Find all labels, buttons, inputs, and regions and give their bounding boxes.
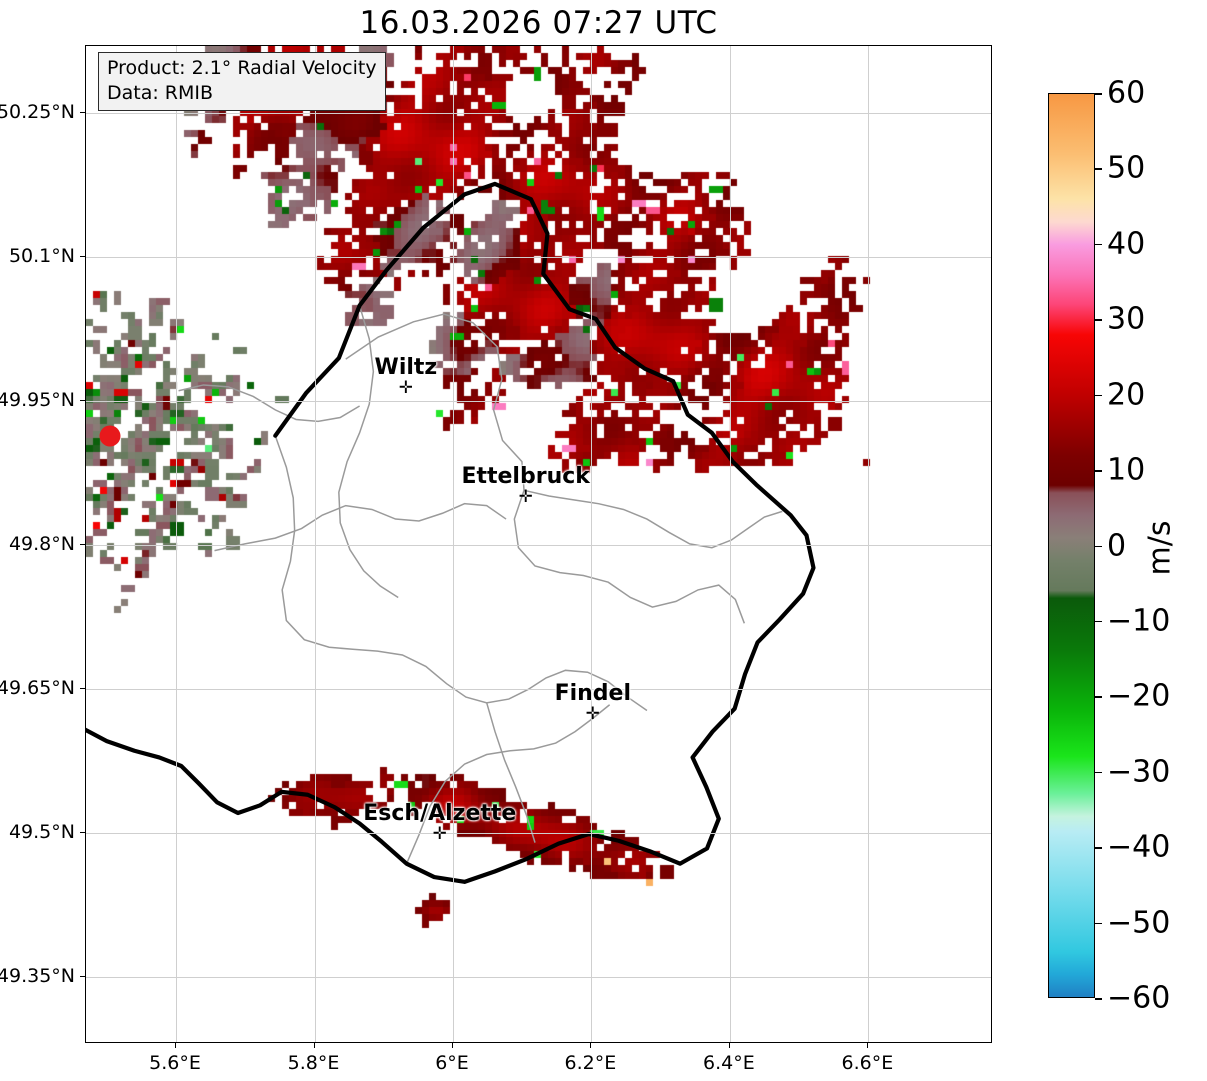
- colorbar-tick: [1095, 168, 1102, 170]
- colorbar-tick-label: 30: [1107, 301, 1146, 337]
- colorbar-gradient: [1049, 94, 1094, 997]
- colorbar-tick-label: 60: [1107, 75, 1146, 111]
- gridline-vertical: [453, 46, 454, 1042]
- longitude-tick-label: 6°E: [435, 1052, 469, 1074]
- colorbar-tick: [1095, 620, 1102, 623]
- gridline-horizontal: [86, 832, 991, 834]
- latitude-tick-label: 49.5°N: [8, 820, 75, 843]
- colorbar-tick: [1095, 243, 1102, 246]
- gridline-horizontal: [86, 401, 991, 403]
- canton-boundary: [485, 702, 536, 843]
- longitude-tick: [452, 1043, 453, 1048]
- gridline-vertical: [729, 46, 731, 1042]
- longitude-tick-label: 6.2°E: [564, 1052, 617, 1074]
- longitude-tick-label: 6.4°E: [703, 1052, 755, 1074]
- colorbar-tick-label: 0: [1107, 528, 1127, 563]
- colorbar-tick: [1095, 319, 1102, 321]
- colorbar-tick-label: −60: [1107, 980, 1171, 1016]
- latitude-tick: [80, 400, 85, 402]
- colorbar-tick: [1095, 847, 1102, 849]
- radar-map-plot[interactable]: Wiltz ✛ Ettelbruck ✛ Findel ✛ Esch/Alzette ✛ Pr…: [85, 45, 992, 1043]
- latitude-tick: [80, 544, 85, 545]
- canton-boundary: [338, 305, 399, 599]
- colorbar-tick: [1095, 771, 1102, 774]
- canton-boundary: [274, 435, 648, 712]
- colorbar-tick-label: 50: [1107, 150, 1146, 186]
- colorbar-tick: [1095, 394, 1102, 397]
- longitude-tick: [728, 1043, 730, 1048]
- canton-boundary: [345, 313, 746, 624]
- colorbar-tick-label: −40: [1107, 829, 1171, 865]
- gridline-vertical: [314, 46, 316, 1042]
- data-source-line: Data: RMIB: [107, 82, 214, 104]
- colorbar-tick-label: 20: [1107, 377, 1146, 413]
- latitude-tick-label: 50.25°N: [0, 101, 75, 124]
- gridline-horizontal: [86, 976, 991, 978]
- longitude-tick-label: 5.8°E: [287, 1052, 340, 1074]
- latitude-tick-label: 49.95°N: [0, 389, 75, 412]
- product-line: Product: 2.1° Radial Velocity: [107, 57, 377, 79]
- colorbar: [1048, 93, 1095, 998]
- latitude-tick-label: 49.65°N: [0, 676, 75, 699]
- latitude-tick-label: 50.1°N: [8, 245, 75, 268]
- latitude-tick: [80, 687, 85, 689]
- national-border: [86, 181, 816, 884]
- colorbar-tick-label: −20: [1107, 678, 1171, 714]
- colorbar-unit-label: m/s: [1142, 520, 1178, 576]
- longitude-tick: [175, 1043, 176, 1048]
- latitude-tick-label: 49.35°N: [0, 964, 75, 987]
- gridline-vertical: [868, 46, 870, 1042]
- product-info-box: Product: 2.1° Radial Velocity Data: RMIB: [98, 52, 386, 111]
- gridline-vertical: [591, 46, 593, 1042]
- colorbar-tick-label: −50: [1107, 905, 1171, 941]
- canton-boundary: [214, 502, 507, 552]
- colorbar-tick: [1095, 470, 1102, 472]
- colorbar-tick: [1095, 922, 1102, 925]
- latitude-tick: [80, 112, 85, 114]
- geographic-boundaries-layer: [86, 181, 816, 884]
- canton-boundary: [178, 384, 360, 423]
- colorbar-tick-label: −10: [1107, 603, 1171, 639]
- longitude-tick: [590, 1043, 592, 1048]
- colorbar-tick: [1095, 998, 1102, 1000]
- canton-boundary: [405, 704, 611, 864]
- latitude-tick: [80, 831, 85, 833]
- radar-site-marker: [99, 425, 121, 447]
- gridline-horizontal: [86, 113, 991, 115]
- longitude-tick: [313, 1043, 315, 1048]
- latitude-tick: [80, 256, 85, 258]
- colorbar-tick: [1095, 93, 1102, 95]
- longitude-tick-label: 5.6°E: [149, 1052, 201, 1074]
- latitude-tick-label: 49.8°N: [8, 533, 75, 555]
- gridline-horizontal: [86, 688, 991, 690]
- gridline-horizontal: [86, 545, 991, 546]
- colorbar-tick: [1095, 696, 1102, 698]
- colorbar-tick-label: 40: [1107, 226, 1146, 262]
- longitude-tick-label: 6.6°E: [841, 1052, 894, 1074]
- page-title: 16.03.2026 07:27 UTC: [359, 5, 718, 41]
- colorbar-tick: [1095, 545, 1102, 548]
- latitude-tick: [80, 975, 85, 977]
- colorbar-tick-label: 10: [1107, 452, 1146, 488]
- canton-boundary: [523, 489, 783, 549]
- gridline-vertical: [176, 46, 177, 1042]
- gridline-horizontal: [86, 257, 991, 259]
- longitude-tick: [867, 1043, 869, 1048]
- colorbar-tick-label: −30: [1107, 754, 1171, 790]
